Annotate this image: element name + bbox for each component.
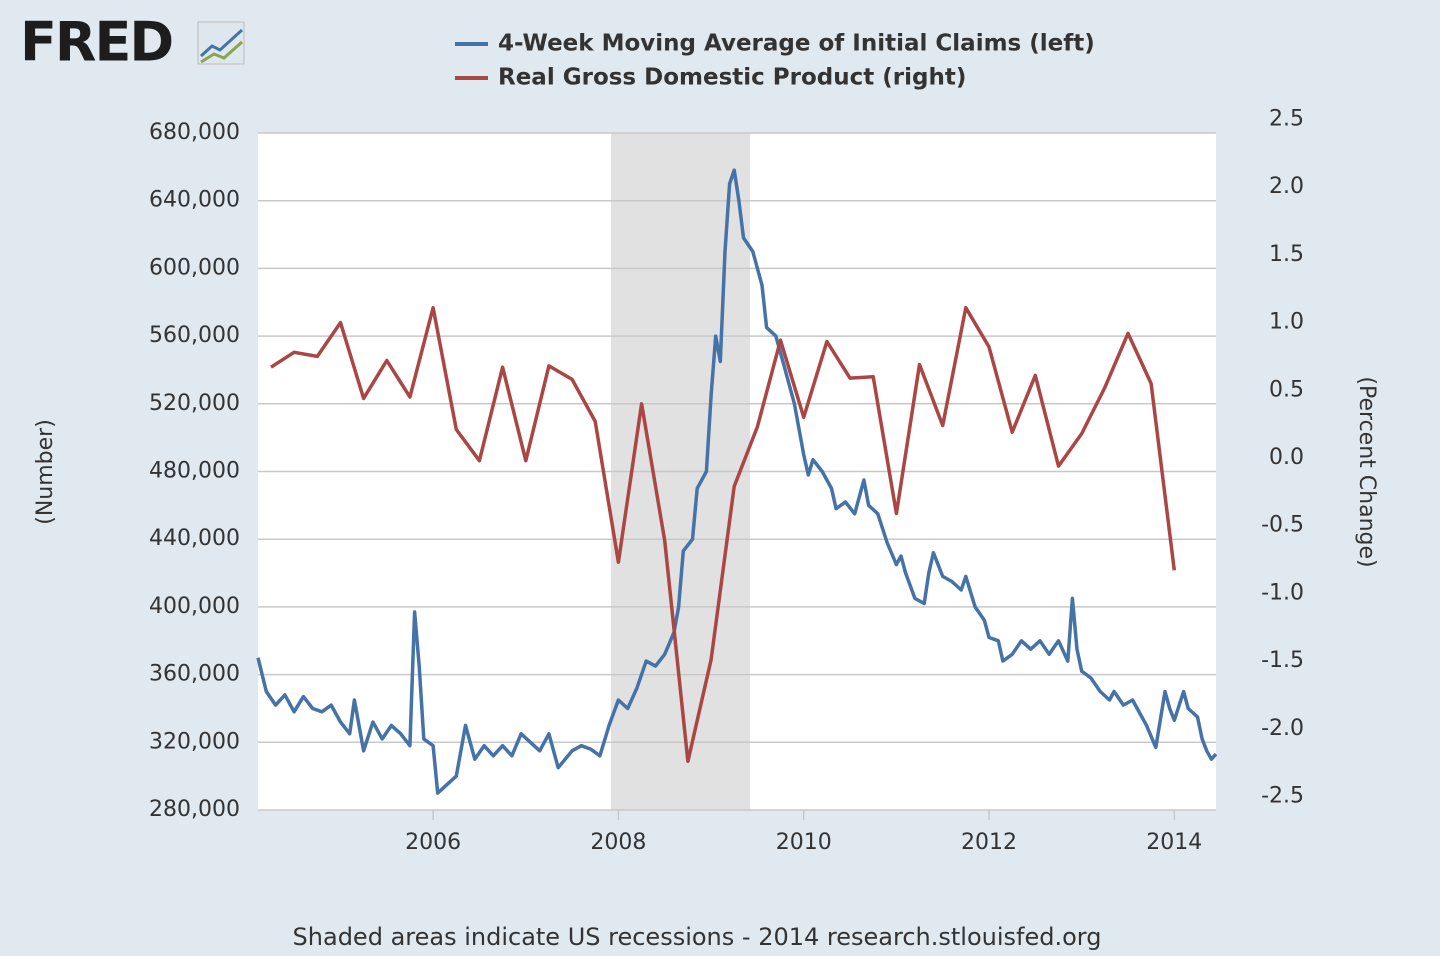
y2-tick-label: 2.5 bbox=[1269, 106, 1304, 131]
y-tick-label: 320,000 bbox=[149, 729, 240, 754]
y2-tick-label: 1.0 bbox=[1269, 310, 1304, 335]
legend-label: 4-Week Moving Average of Initial Claims … bbox=[498, 31, 1095, 57]
y-tick-label: 440,000 bbox=[149, 526, 240, 551]
y2-axis-label: (Percent Change) bbox=[1354, 376, 1379, 567]
y2-tick-label: -0.5 bbox=[1261, 513, 1304, 538]
y-tick-label: 280,000 bbox=[149, 797, 240, 822]
legend-label: Real Gross Domestic Product (right) bbox=[498, 65, 966, 91]
x-tick-label: 2008 bbox=[590, 830, 646, 855]
y2-tick-label: 1.5 bbox=[1269, 242, 1304, 267]
y2-tick-label: 0.0 bbox=[1269, 445, 1304, 470]
y-tick-label: 480,000 bbox=[149, 459, 240, 484]
footer: Shaded areas indicate US recessions - 20… bbox=[293, 923, 1102, 951]
y2-tick-label: 0.5 bbox=[1269, 377, 1304, 402]
y-tick-label: 640,000 bbox=[149, 188, 240, 213]
y-tick-label: 360,000 bbox=[149, 662, 240, 687]
y2-tick-label: -1.0 bbox=[1261, 580, 1304, 605]
y-tick-label: 600,000 bbox=[149, 255, 240, 280]
x-tick-label: 2012 bbox=[961, 830, 1017, 855]
y-tick-label: 520,000 bbox=[149, 391, 240, 416]
y-tick-label: 560,000 bbox=[149, 323, 240, 348]
data-line bbox=[270, 305, 1177, 764]
y2-tick-label: -1.5 bbox=[1261, 648, 1304, 673]
logo: FRED bbox=[20, 11, 172, 74]
y2-tick-label: -2.5 bbox=[1261, 783, 1304, 808]
x-tick-label: 2014 bbox=[1146, 830, 1202, 855]
y-tick-label: 680,000 bbox=[149, 120, 240, 145]
data-line bbox=[256, 168, 1218, 795]
y2-tick-label: -2.0 bbox=[1261, 716, 1304, 741]
y2-tick-label: 2.0 bbox=[1269, 174, 1304, 199]
y-axis-label: (Number) bbox=[33, 419, 58, 525]
x-tick-label: 2010 bbox=[776, 830, 832, 855]
x-tick-label: 2006 bbox=[405, 830, 461, 855]
logo-icon bbox=[197, 21, 245, 65]
y-tick-label: 400,000 bbox=[149, 594, 240, 619]
